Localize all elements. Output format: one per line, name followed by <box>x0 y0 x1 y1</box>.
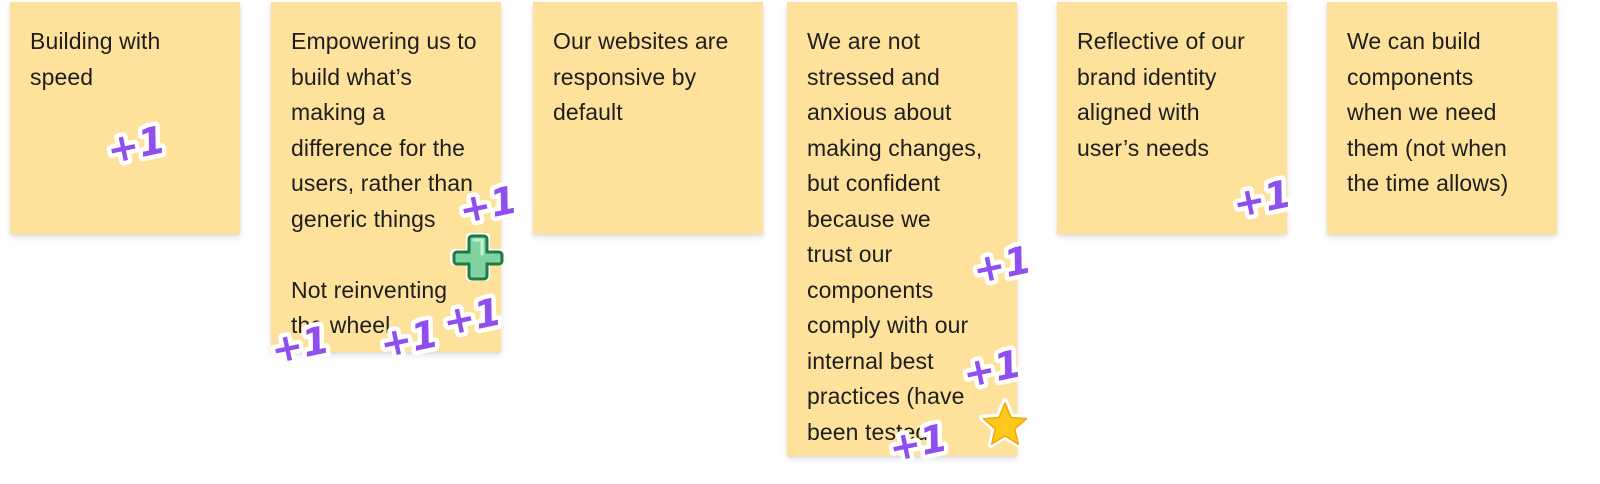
note-text: Not reinventing the wheel <box>291 276 448 339</box>
plus-one-sticker[interactable]: +1 +1 <box>98 113 173 177</box>
sticker-label: +1 <box>885 415 951 470</box>
sticky-note[interactable]: We can build components when we need the… <box>1327 2 1557 234</box>
sticker-outline: +1 <box>103 117 169 172</box>
plus-cross-sticker[interactable] <box>450 229 506 285</box>
plus-one-sticker[interactable]: +1 +1 <box>450 173 525 237</box>
plus-one-sticker[interactable]: +1 +1 <box>954 337 1029 401</box>
plus-one-sticker[interactable]: +1 +1 <box>434 285 509 349</box>
plus-one-sticker[interactable]: +1 +1 <box>1224 167 1299 231</box>
sticky-note[interactable]: Building with speed <box>10 2 240 234</box>
sticker-label: +1 <box>439 289 505 344</box>
note-text: Empowering us to build what’s making a d… <box>291 28 477 232</box>
note-text: Our websites are responsive by default <box>553 28 729 125</box>
sticker-label: +1 <box>969 237 1035 292</box>
sticky-note[interactable]: Our websites are responsive by default <box>533 2 763 234</box>
note-text: Reflective of our brand identity aligned… <box>1077 28 1245 161</box>
sticky-note[interactable]: We are not stressed and anxious about ma… <box>787 2 1017 456</box>
star-icon <box>979 398 1031 448</box>
sticker-label: +1 <box>103 117 169 172</box>
note-text: Building with speed <box>30 28 161 90</box>
plus-one-sticker[interactable]: +1 +1 <box>262 313 337 377</box>
plus-one-sticker[interactable]: +1 +1 <box>964 233 1039 297</box>
sticky-note[interactable]: Empowering us to build what’s making a d… <box>271 2 501 352</box>
sticker-label: +1 <box>267 317 333 372</box>
star-sticker[interactable] <box>978 398 1032 452</box>
plus-one-sticker[interactable]: +1 +1 <box>371 307 446 371</box>
sticker-outline: +1 <box>376 311 442 366</box>
note-text: We can build components when we need the… <box>1347 28 1509 196</box>
plus-one-sticker[interactable]: +1 +1 <box>880 411 955 475</box>
sticker-label: +1 <box>959 341 1025 396</box>
sticky-note[interactable]: Reflective of our brand identity aligned… <box>1057 2 1287 234</box>
sticker-label: +1 <box>1229 171 1295 226</box>
sticker-label: +1 <box>455 177 521 232</box>
note-text: We are not stressed and anxious about ma… <box>807 28 983 445</box>
sticker-label: +1 <box>376 311 442 366</box>
plus-cross-icon <box>450 233 506 281</box>
